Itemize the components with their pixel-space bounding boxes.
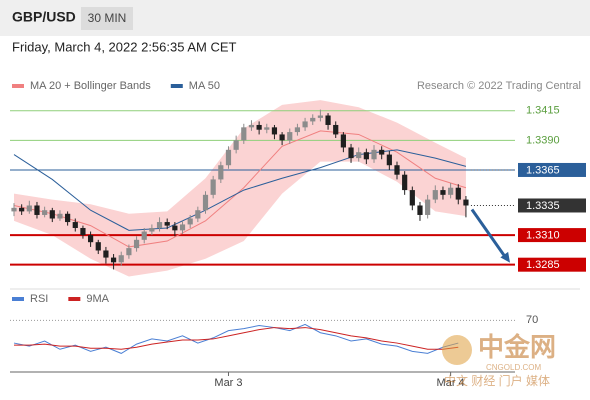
x-tick-label: Mar 3 [214, 377, 242, 389]
candle-body [310, 117, 316, 122]
legend-label: RSI [30, 293, 48, 305]
candle-body [187, 218, 193, 225]
candle-body [118, 255, 124, 263]
candle-body [455, 187, 461, 200]
candle-body [264, 127, 270, 130]
candle-body [225, 149, 232, 166]
level-label: 1.3365 [526, 164, 560, 176]
candle-body [126, 248, 132, 256]
candle-body [394, 165, 400, 175]
level-label-box [518, 198, 586, 213]
candle-body [26, 205, 32, 212]
candle-body [179, 224, 186, 231]
candle-body [34, 205, 40, 215]
ma-line [13, 149, 467, 231]
candle-body [294, 127, 301, 133]
candle-body [363, 152, 369, 160]
bollinger-band [14, 100, 466, 277]
source: Research © 2022 Trading Central [417, 80, 581, 92]
candle-body [279, 134, 285, 141]
candle-body [340, 134, 346, 148]
candle-body [218, 165, 224, 180]
candle-body [463, 199, 469, 206]
candle-body [287, 132, 293, 141]
candle-body [164, 222, 170, 226]
candle-body [448, 187, 454, 195]
level-label: 1.3285 [526, 259, 560, 271]
candle-body [348, 147, 354, 159]
ma-line [13, 130, 467, 248]
candle-body [133, 239, 140, 249]
candle-body [356, 152, 362, 159]
candle-body [110, 257, 117, 263]
candle-body [88, 235, 94, 243]
candle-body [95, 242, 101, 251]
candle-body [233, 140, 239, 150]
y-tick-label: 70 [526, 314, 538, 326]
candle-body [210, 179, 216, 195]
legend-label: MA 20 + Bollinger Bands [30, 80, 151, 92]
candle-body [149, 227, 155, 232]
candle-body [432, 190, 438, 200]
candle-body [103, 250, 109, 258]
legend-swatch [12, 84, 24, 88]
watermark-site: CNGOLD.COM [486, 363, 541, 372]
forecast-arrow-head [500, 251, 510, 263]
candle-body [440, 190, 446, 195]
symbol: GBP/USD [12, 9, 76, 25]
watermark-logo [442, 335, 472, 365]
candle-body [19, 207, 25, 212]
candle-body [248, 124, 255, 128]
candle-body [80, 227, 86, 236]
candle-body [156, 222, 163, 228]
candle-body [65, 213, 71, 223]
candle-body [11, 207, 17, 212]
level-label: 1.3415 [526, 105, 560, 117]
level-label: 1.3335 [526, 200, 560, 212]
candle-body [72, 222, 78, 228]
legend-label: MA 50 [189, 80, 220, 92]
candle-body [49, 210, 55, 219]
candle-body [379, 149, 385, 155]
candle-body [371, 149, 377, 160]
legend-label: 9MA [86, 293, 109, 305]
forecast-arrow [470, 208, 507, 258]
candle-body [325, 115, 331, 125]
level-label-box [518, 228, 586, 243]
watermark-name: 中金网 [478, 332, 556, 362]
watermark: 中金网 CNGOLD.COM 中文 财经 门户 媒体 [442, 332, 556, 388]
candle-body [42, 210, 48, 215]
indicator-line [13, 323, 459, 354]
legend-swatch [12, 297, 24, 301]
candle-body [241, 127, 247, 141]
level-label: 1.3390 [526, 134, 560, 146]
interval-tab[interactable] [81, 7, 133, 30]
candle-body [302, 121, 308, 128]
candle-body [172, 225, 178, 231]
candle-body [141, 231, 147, 240]
candle-body [271, 127, 278, 135]
x-tick-label: Mar 4 [437, 377, 465, 389]
candle-body [317, 115, 323, 118]
candle-body [57, 213, 63, 219]
candle-body [195, 210, 201, 219]
legend-swatch [68, 297, 81, 301]
indicator-line [14, 327, 459, 350]
candle-body [256, 124, 262, 130]
level-label-box [518, 162, 586, 177]
level-label-box [518, 257, 586, 272]
interval[interactable]: 30 MIN [88, 11, 127, 25]
level-label: 1.3310 [526, 229, 560, 241]
candle-body [425, 199, 431, 215]
candle-body [417, 205, 423, 215]
candle-body [386, 154, 392, 166]
timestamp: Friday, March 4, 2022 2:56:35 AM CET [12, 39, 237, 54]
candle-body [409, 190, 415, 206]
candle-body [402, 174, 408, 191]
legend-swatch [170, 84, 183, 88]
candle-body [333, 124, 339, 135]
candle-body [202, 194, 209, 211]
watermark-slogan: 中文 财经 门户 媒体 [444, 373, 550, 388]
